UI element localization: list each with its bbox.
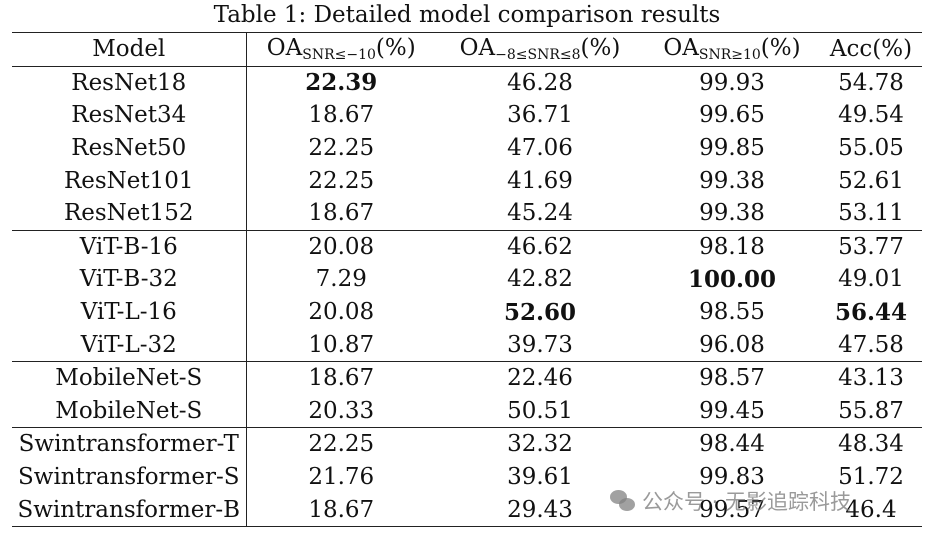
cell-acc: 53.77 [838, 233, 904, 260]
header-oa-mid-snr: OA−8≤SNR≤8(%) [459, 35, 621, 64]
cell-oa-low: 22.25 [308, 135, 375, 162]
table-row: ResNet18 22.39 46.28 99.93 54.78 [12, 66, 922, 100]
cell-oa-low: 20.33 [308, 397, 375, 424]
cell-oa-mid: 46.28 [507, 69, 573, 96]
table-caption: Table 1: Detailed model comparison resul… [213, 2, 721, 28]
cell-oa-mid: 47.06 [507, 135, 573, 162]
model-name: ResNet34 [12, 99, 247, 132]
table-row: ViT-L-32 10.87 39.73 96.08 47.58 [12, 328, 922, 362]
model-name: Swintransformer-T [12, 427, 247, 461]
cell-oa-low: 18.67 [308, 200, 375, 227]
table-row: ViT-B-16 20.08 46.62 98.18 53.77 [12, 230, 922, 264]
cell-acc: 53.11 [838, 200, 904, 227]
model-name: ResNet152 [12, 196, 247, 231]
table-row: ResNet50 22.25 47.06 99.85 55.05 [12, 131, 922, 165]
cell-acc: 55.87 [838, 397, 904, 424]
cell-oa-mid: 39.73 [507, 331, 573, 358]
cell-acc: 51.72 [838, 464, 904, 491]
model-name: ResNet50 [12, 131, 247, 165]
cell-oa-high: 99.85 [699, 135, 765, 162]
cell-oa-low: 7.29 [315, 266, 367, 293]
table-row: ResNet152 18.67 45.24 99.38 53.11 [12, 196, 922, 231]
cell-oa-mid: 52.60 [503, 298, 577, 326]
header-model: Model [12, 32, 247, 67]
table-row: MobileNet-S 20.33 50.51 99.45 55.87 [12, 394, 922, 428]
watermark: 公众号 · 无影追踪科技 [610, 486, 851, 516]
cell-oa-mid: 41.69 [507, 167, 573, 194]
table-row: Swintransformer-S 21.76 39.61 99.83 51.7… [12, 460, 922, 494]
table-row: Swintransformer-B 18.67 29.43 99.57 46.4 [12, 493, 922, 527]
model-name: ViT-L-32 [12, 328, 247, 362]
cell-oa-high: 98.44 [699, 431, 765, 458]
cell-oa-mid: 45.24 [507, 200, 573, 227]
cell-oa-mid: 32.32 [507, 431, 573, 458]
cell-oa-mid: 29.43 [507, 496, 573, 523]
cell-acc: 55.05 [838, 135, 904, 162]
cell-oa-high: 99.45 [699, 397, 765, 424]
header-oa-high-snr: OASNR≥10(%) [663, 35, 801, 64]
cell-oa-high: 99.83 [699, 464, 765, 491]
cell-oa-mid: 46.62 [507, 233, 573, 260]
model-name: MobileNet-S [12, 361, 247, 395]
comparison-table: Model OASNR≤−10(%) OA−8≤SNR≤8(%) OASNR≥1… [12, 32, 922, 527]
cell-oa-high: 99.38 [699, 200, 765, 227]
cell-oa-high: 98.18 [699, 233, 765, 260]
model-name: ViT-B-16 [12, 230, 247, 264]
cell-oa-high: 96.08 [699, 331, 765, 358]
model-name: ResNet18 [12, 66, 247, 100]
cell-acc: 49.54 [838, 102, 904, 129]
header-acc: Acc(%) [829, 36, 913, 63]
cell-oa-high: 99.38 [699, 167, 765, 194]
cell-oa-mid: 36.71 [507, 102, 573, 129]
cell-oa-mid: 39.61 [507, 464, 573, 491]
table-row: ResNet101 22.25 41.69 99.38 52.61 [12, 164, 922, 197]
model-name: ViT-B-32 [12, 263, 247, 296]
cell-oa-mid: 22.46 [507, 365, 573, 392]
table-row: ViT-B-32 7.29 42.82 100.00 49.01 [12, 263, 922, 296]
cell-oa-high: 99.65 [699, 102, 765, 129]
cell-oa-low: 10.87 [308, 331, 375, 358]
model-name: Swintransformer-B [12, 493, 247, 527]
model-name: ViT-L-16 [12, 295, 247, 329]
cell-oa-low: 22.25 [308, 167, 375, 194]
table-header-row: Model OASNR≤−10(%) OA−8≤SNR≤8(%) OASNR≥1… [12, 32, 922, 67]
model-name: MobileNet-S [12, 394, 247, 428]
cell-oa-low: 18.67 [308, 365, 375, 392]
table-row: ViT-L-16 20.08 52.60 98.55 56.44 [12, 295, 922, 329]
cell-oa-high: 98.57 [699, 365, 765, 392]
cell-oa-low: 22.39 [305, 69, 378, 97]
cell-acc: 47.58 [838, 331, 904, 358]
cell-oa-low: 20.08 [308, 233, 375, 260]
table-row: Swintransformer-T 22.25 32.32 98.44 48.3… [12, 427, 922, 461]
cell-oa-low: 22.25 [308, 431, 375, 458]
wechat-icon [610, 490, 636, 512]
watermark-text: 公众号 · 无影追踪科技 [642, 490, 852, 514]
header-oa-low-snr: OASNR≤−10(%) [266, 35, 416, 64]
cell-oa-high: 98.55 [699, 299, 765, 326]
cell-oa-low: 20.08 [308, 299, 375, 326]
cell-oa-mid: 50.51 [507, 397, 573, 424]
cell-oa-low: 21.76 [308, 464, 375, 491]
cell-acc: 43.13 [838, 365, 904, 392]
cell-oa-low: 18.67 [308, 102, 375, 129]
cell-acc: 54.78 [838, 69, 904, 96]
cell-acc: 56.44 [834, 298, 908, 326]
cell-acc: 49.01 [838, 266, 904, 293]
cell-oa-low: 18.67 [308, 496, 375, 523]
model-name: ResNet101 [12, 164, 247, 197]
table-row: MobileNet-S 18.67 22.46 98.57 43.13 [12, 361, 922, 395]
cell-oa-high: 99.93 [699, 69, 765, 96]
table-row: ResNet34 18.67 36.71 99.65 49.54 [12, 99, 922, 132]
cell-oa-high: 99.57 [699, 496, 765, 523]
cell-acc: 46.4 [845, 496, 897, 523]
model-name: Swintransformer-S [12, 460, 247, 494]
cell-acc: 48.34 [838, 431, 904, 458]
cell-oa-mid: 42.82 [507, 266, 573, 293]
cell-acc: 52.61 [838, 167, 904, 194]
cell-oa-high: 100.00 [687, 265, 777, 293]
